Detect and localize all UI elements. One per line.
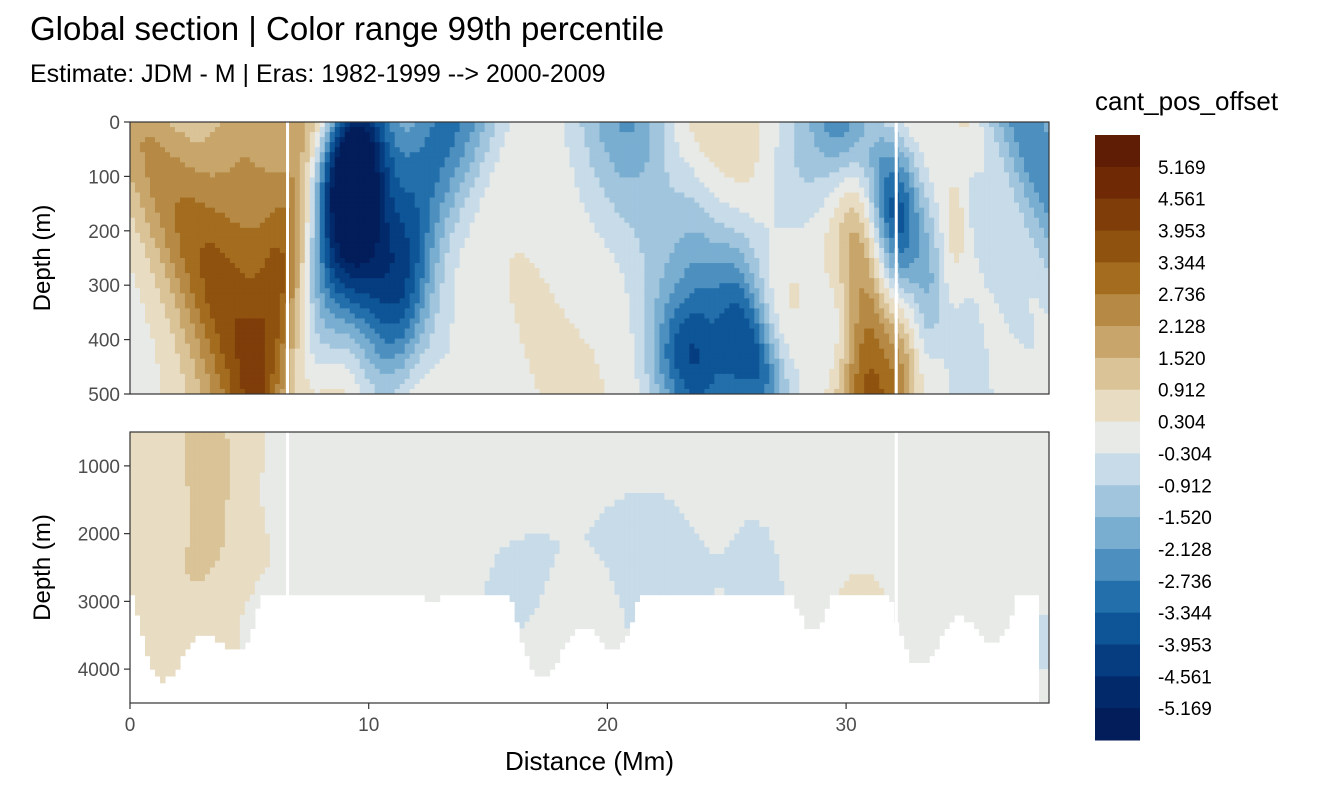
section-gap-1 <box>894 122 898 394</box>
y-tick-label: 200 <box>88 222 120 243</box>
y-tick-label: 400 <box>88 331 120 352</box>
section-gap-1 <box>894 432 898 703</box>
y-tick-label: 0 <box>109 113 120 134</box>
legend-label: 0.912 <box>1158 381 1206 402</box>
x-tick-label: 30 <box>836 715 857 736</box>
y-tick-label: 2000 <box>78 525 120 546</box>
legend-label: 5.169 <box>1158 158 1206 179</box>
legend-label: -0.304 <box>1158 444 1212 465</box>
legend-label: 0.304 <box>1158 413 1206 434</box>
chart-title: Global section | Color range 99th percen… <box>30 10 665 47</box>
legend-label: 2.128 <box>1158 317 1206 338</box>
panel-border <box>129 121 1050 395</box>
legend-label: -2.128 <box>1158 540 1212 561</box>
legend-label: -3.953 <box>1158 635 1212 656</box>
legend-swatch <box>1095 612 1140 645</box>
legend-label: -0.912 <box>1158 476 1212 497</box>
y-tick-label: 1000 <box>78 457 120 478</box>
legend-swatch <box>1095 708 1140 741</box>
legend-swatch <box>1095 135 1140 168</box>
x-tick-label: 20 <box>597 715 618 736</box>
legend-swatch <box>1095 230 1140 263</box>
legend-swatch <box>1095 421 1140 454</box>
section-gap-0 <box>286 122 290 394</box>
heatmap-field <box>130 432 1049 703</box>
y-tick-label: 500 <box>88 385 120 406</box>
legend-label: -4.561 <box>1158 667 1212 688</box>
legend-label: 3.344 <box>1158 253 1206 274</box>
legend-swatch <box>1095 326 1140 359</box>
legend-swatch <box>1095 389 1140 423</box>
legend-swatch <box>1095 262 1140 295</box>
y-axis-title: Depth (m) <box>29 205 56 312</box>
panel-border <box>129 431 1050 704</box>
legend-label: 4.561 <box>1158 190 1206 211</box>
legend-label: -2.736 <box>1158 572 1212 593</box>
legend-swatch <box>1095 166 1140 200</box>
legend-swatch <box>1095 676 1140 709</box>
legend-swatch <box>1095 453 1140 486</box>
legend-label: 3.953 <box>1158 222 1206 243</box>
panel-upper: 0 100 200 300 400 500 Depth (m) <box>29 113 1050 406</box>
heatmap-field <box>130 122 1049 394</box>
legend-label: -3.344 <box>1158 604 1212 625</box>
legend-swatch <box>1095 485 1140 518</box>
legend-swatch <box>1095 644 1140 677</box>
legend-swatch <box>1095 294 1140 327</box>
y-tick-label: 100 <box>88 167 120 188</box>
chart-subtitle: Estimate: JDM - M | Eras: 1982-1999 --> … <box>30 60 606 88</box>
section-gap-0 <box>286 432 290 703</box>
legend-label: 1.520 <box>1158 349 1206 370</box>
y-axis-title: Depth (m) <box>29 514 56 621</box>
legend-swatch <box>1095 198 1140 232</box>
x-tick-label: 10 <box>358 715 379 736</box>
legend: cant_pos_offset 5.169 4.561 3.953 3.344 2.736… <box>1095 86 1279 741</box>
legend-swatch <box>1095 517 1140 550</box>
y-tick-label: 3000 <box>78 592 120 613</box>
y-tick-label: 300 <box>88 276 120 297</box>
legend-swatch <box>1095 580 1140 614</box>
y-tick-label: 4000 <box>78 660 120 681</box>
legend-label: 2.736 <box>1158 285 1206 306</box>
legend-title: cant_pos_offset <box>1095 86 1279 116</box>
legend-swatch <box>1095 357 1140 391</box>
panel-lower: 1000 2000 3000 4000 Depth (m) <box>29 431 1050 704</box>
legend-label: -5.169 <box>1158 699 1212 720</box>
x-axis-title: Distance (Mm) <box>505 746 674 776</box>
x-tick-label: 0 <box>125 715 136 736</box>
legend-label: -1.520 <box>1158 508 1212 529</box>
legend-swatch <box>1095 548 1140 582</box>
